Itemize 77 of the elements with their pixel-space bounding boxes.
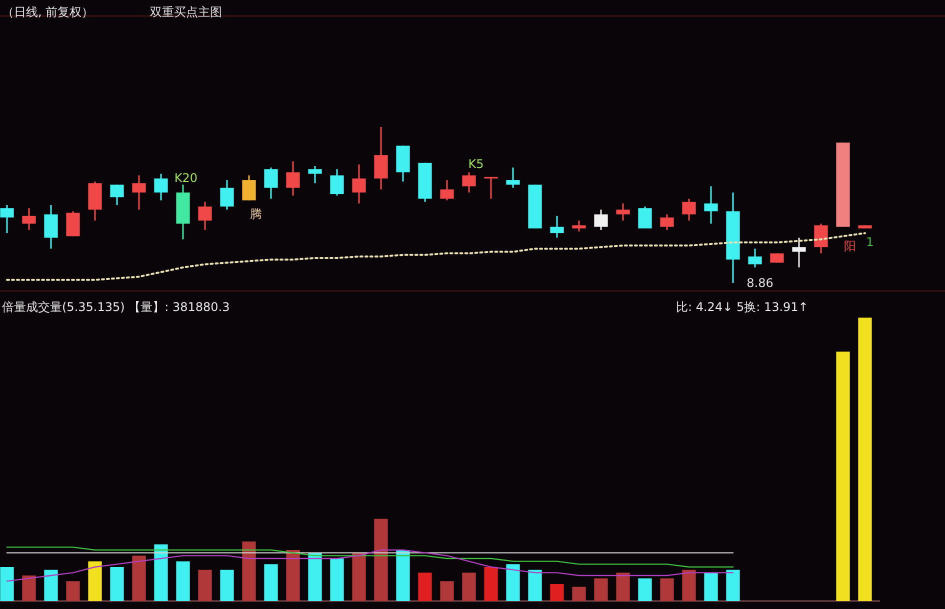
- candlestick: [154, 173, 168, 202]
- bar: [440, 581, 454, 601]
- candlestick: [308, 165, 322, 184]
- chart-subtitle: 比: 4.24↓ 5换: 13.91↑: [676, 300, 808, 314]
- candlestick: [462, 171, 476, 194]
- chart-title: （日线, 前复权）: [2, 5, 94, 19]
- bar: [198, 570, 212, 601]
- annotation: 1: [866, 235, 874, 249]
- bar: [528, 570, 542, 601]
- bar: [594, 578, 608, 601]
- candlestick: [572, 220, 586, 232]
- candlestick: [22, 207, 36, 231]
- bar: [572, 586, 586, 601]
- candlestick: [814, 222, 828, 254]
- bar: [726, 570, 740, 601]
- bar: [264, 564, 278, 601]
- bar: [154, 544, 168, 601]
- candlestick: [242, 174, 256, 202]
- bar: [88, 561, 102, 601]
- bar: [44, 570, 58, 601]
- annotation: K5: [468, 157, 484, 171]
- bar: [506, 564, 520, 601]
- chart-title: 倍量成交量(5.35.135) 【量】: 381880.3: [2, 300, 230, 314]
- bar: [836, 352, 850, 601]
- candlestick: [550, 215, 564, 238]
- candlestick: [330, 168, 344, 196]
- candlestick: [66, 210, 80, 237]
- bar: [330, 558, 344, 601]
- bar: [418, 572, 432, 601]
- bar: [352, 552, 366, 601]
- candlestick: [286, 160, 300, 196]
- bar: [616, 572, 630, 601]
- annotation: 阳: [844, 239, 856, 253]
- candlestick: [484, 176, 498, 200]
- bar: [0, 567, 14, 601]
- candlestick: [682, 198, 696, 222]
- bar: [462, 572, 476, 601]
- candlestick: [0, 204, 14, 234]
- candlestick: [198, 201, 212, 231]
- bar: [858, 318, 872, 601]
- bar: [660, 578, 674, 601]
- candlestick: [704, 186, 718, 224]
- candlestick: [264, 166, 278, 200]
- candlestick: [132, 174, 146, 210]
- bar: [176, 561, 190, 601]
- candlestick: [220, 179, 234, 210]
- bar: [286, 550, 300, 601]
- bar: [638, 578, 652, 601]
- candlestick: [352, 164, 366, 204]
- bar: [550, 584, 564, 601]
- candlestick: [616, 202, 630, 222]
- candlestick: [440, 179, 454, 202]
- bar: [132, 556, 146, 601]
- bar: [484, 567, 498, 601]
- bar: [396, 550, 410, 601]
- bar: [22, 576, 36, 601]
- bar: [704, 572, 718, 601]
- annotation: 腾: [250, 207, 262, 221]
- annotation: K20: [174, 171, 198, 185]
- bar: [308, 552, 322, 601]
- candlestick: [110, 184, 124, 206]
- bar: [374, 518, 388, 601]
- candlestick: [374, 126, 388, 190]
- bar: [66, 581, 80, 601]
- candlestick: [594, 208, 608, 231]
- chart-subtitle: 双重买点主图: [150, 5, 222, 19]
- bar: [682, 570, 696, 601]
- annotation: 8.86: [746, 276, 774, 290]
- candlestick: [660, 214, 674, 231]
- bar: [110, 567, 124, 601]
- candlestick: [506, 166, 520, 189]
- bar: [220, 570, 234, 601]
- candlestick: [792, 236, 806, 268]
- candlestick: [44, 204, 58, 250]
- bar: [242, 542, 256, 601]
- candlestick: [638, 206, 652, 230]
- candlestick: [748, 248, 762, 268]
